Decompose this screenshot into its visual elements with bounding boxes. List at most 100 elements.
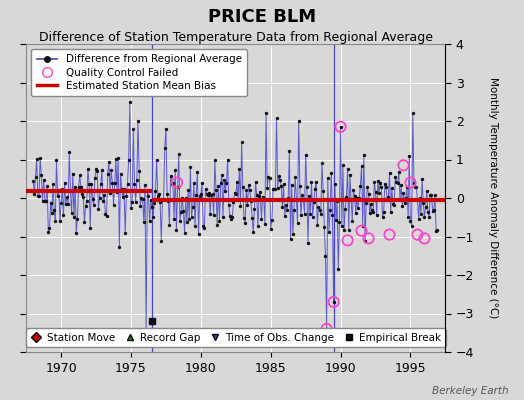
- Point: [259, 196, 268, 202]
- Point: [120, 186, 128, 192]
- Point: [298, 192, 307, 198]
- Point: [193, 169, 202, 176]
- Point: [282, 202, 290, 208]
- Point: [240, 215, 248, 221]
- Point: [126, 98, 134, 105]
- Point: [147, 197, 155, 203]
- Point: [270, 186, 278, 192]
- Point: [367, 201, 375, 208]
- Point: [174, 150, 183, 157]
- Point: [422, 188, 431, 194]
- Point: [279, 181, 288, 187]
- Point: [309, 214, 317, 220]
- Point: [39, 176, 48, 183]
- Point: [156, 198, 165, 205]
- Text: Berkeley Earth: Berkeley Earth: [432, 386, 508, 396]
- Point: [399, 162, 408, 168]
- Point: [148, 204, 156, 210]
- Point: [417, 211, 425, 218]
- Point: [290, 207, 298, 213]
- Point: [293, 220, 302, 226]
- Point: [385, 170, 394, 176]
- Point: [152, 157, 161, 163]
- Point: [369, 209, 377, 216]
- Point: [234, 196, 242, 203]
- Point: [191, 223, 199, 229]
- Point: [165, 222, 173, 228]
- Point: [318, 159, 326, 166]
- Point: [49, 181, 57, 188]
- Point: [316, 210, 325, 217]
- Point: [149, 214, 157, 220]
- Point: [324, 175, 332, 181]
- Point: [162, 126, 170, 132]
- Point: [216, 180, 225, 186]
- Point: [254, 223, 262, 230]
- Point: [368, 207, 376, 214]
- Point: [301, 151, 310, 158]
- Point: [128, 198, 136, 205]
- Point: [94, 206, 103, 212]
- Point: [391, 174, 399, 180]
- Point: [383, 197, 391, 204]
- Point: [408, 222, 416, 229]
- Point: [37, 172, 46, 178]
- Point: [65, 149, 73, 155]
- Point: [219, 214, 227, 220]
- Point: [255, 193, 263, 200]
- Point: [184, 187, 192, 193]
- Point: [405, 152, 413, 159]
- Point: [385, 231, 394, 238]
- Point: [426, 192, 434, 198]
- Point: [155, 191, 163, 198]
- Point: [277, 183, 286, 189]
- Point: [232, 191, 240, 197]
- Point: [217, 172, 226, 178]
- Point: [416, 195, 424, 202]
- Point: [355, 194, 364, 201]
- Point: [143, 188, 151, 194]
- Point: [268, 216, 276, 223]
- Point: [200, 225, 209, 231]
- Point: [116, 170, 125, 177]
- Point: [56, 218, 64, 224]
- Point: [340, 227, 348, 234]
- Point: [62, 200, 70, 207]
- Point: [43, 183, 51, 189]
- Point: [96, 181, 105, 187]
- Point: [196, 191, 205, 198]
- Point: [374, 178, 382, 184]
- Point: [114, 155, 123, 161]
- Point: [136, 203, 145, 209]
- Point: [130, 181, 139, 187]
- Point: [112, 155, 120, 162]
- Point: [100, 192, 108, 198]
- Point: [335, 218, 344, 225]
- Point: [29, 177, 37, 184]
- Point: [77, 184, 85, 191]
- Point: [233, 179, 241, 186]
- Point: [59, 212, 68, 219]
- Point: [73, 216, 82, 222]
- Point: [272, 115, 281, 122]
- Point: [181, 195, 190, 202]
- Point: [137, 195, 146, 201]
- Point: [395, 169, 403, 176]
- Point: [138, 196, 147, 202]
- Point: [231, 190, 239, 196]
- Point: [241, 220, 249, 226]
- Point: [189, 204, 197, 210]
- Point: [319, 188, 328, 194]
- Point: [222, 179, 231, 186]
- Point: [252, 178, 260, 185]
- Point: [52, 157, 61, 163]
- Point: [247, 198, 255, 205]
- Point: [425, 214, 433, 220]
- Point: [283, 207, 291, 214]
- Point: [322, 326, 331, 332]
- Point: [93, 168, 102, 174]
- Point: [214, 183, 223, 189]
- Point: [80, 219, 89, 226]
- Point: [358, 223, 367, 229]
- Point: [362, 200, 370, 206]
